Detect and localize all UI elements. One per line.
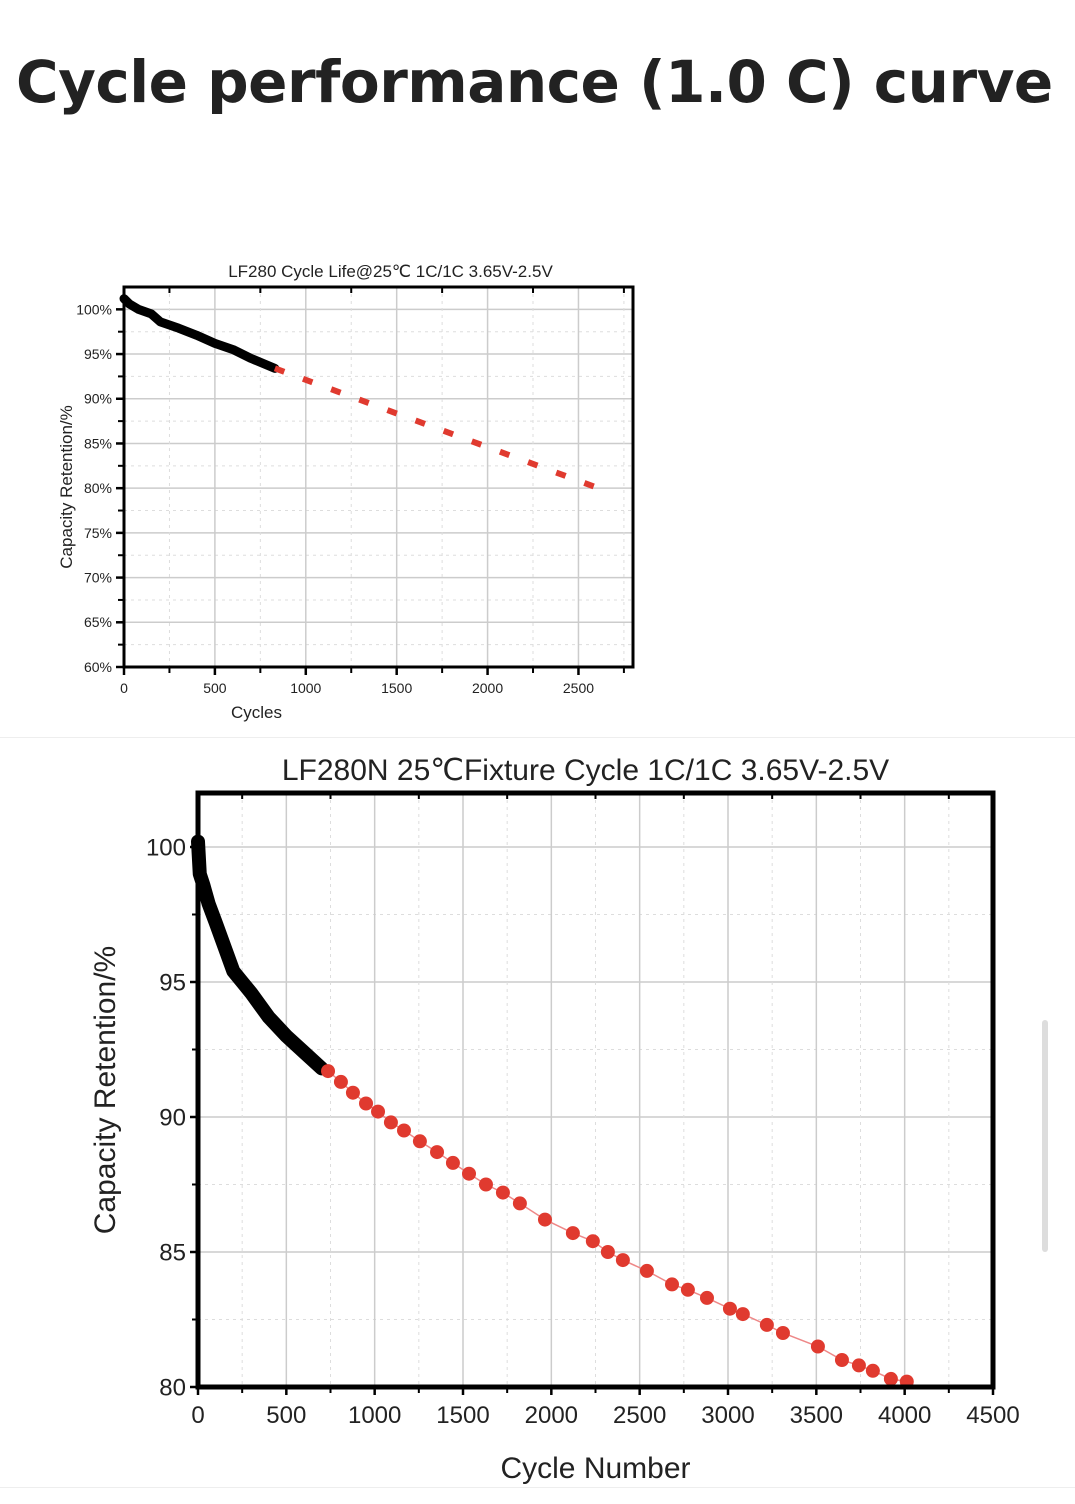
- x-tick-label: 0: [120, 680, 128, 696]
- x-tick-label: 1000: [348, 1402, 401, 1429]
- y-tick-label: 80%: [84, 480, 112, 496]
- y-tick-label: 90%: [84, 391, 112, 407]
- y-tick-label: 60%: [84, 659, 112, 675]
- data-point: [565, 1226, 580, 1241]
- data-point: [333, 1074, 348, 1089]
- data-point: [851, 1358, 866, 1373]
- data-point: [735, 1307, 750, 1322]
- x-tick-label: 2500: [613, 1402, 666, 1429]
- series-projected-line: [273, 365, 607, 494]
- x-tick-label: 4000: [878, 1402, 931, 1429]
- data-point: [430, 1145, 445, 1160]
- x-tick-label: 500: [266, 1402, 306, 1429]
- data-point: [383, 1115, 398, 1130]
- y-tick-label: 65%: [84, 614, 112, 630]
- series-measured-line: [191, 834, 329, 1076]
- data-point: [680, 1282, 695, 1297]
- data-point: [512, 1196, 527, 1211]
- y-tick-label: 100%: [76, 301, 112, 317]
- chart-title: LF280 Cycle Life@25℃ 1C/1C 3.65V-2.5V: [228, 262, 553, 281]
- y-tick-label: 80: [159, 1374, 186, 1401]
- data-point: [396, 1123, 411, 1138]
- y-axis-label: Capacity Retention/%: [89, 946, 122, 1235]
- y-tick-label: 75%: [84, 525, 112, 541]
- divider: [0, 1487, 1075, 1488]
- y-tick-label: 70%: [84, 569, 112, 585]
- data-point: [478, 1177, 493, 1192]
- data-point: [371, 1104, 386, 1119]
- data-point: [722, 1301, 737, 1316]
- x-tick-label: 3500: [790, 1402, 843, 1429]
- data-point: [775, 1326, 790, 1340]
- y-tick-label: 100: [146, 834, 186, 861]
- x-tick-label: 2500: [563, 680, 594, 696]
- data-point: [412, 1134, 427, 1149]
- y-axis-label: Capacity Retention/%: [57, 405, 76, 568]
- y-tick-label: 85: [159, 1239, 186, 1266]
- x-tick-label: 1500: [381, 680, 412, 696]
- data-point: [699, 1290, 714, 1305]
- data-point: [359, 1096, 374, 1111]
- data-point: [664, 1277, 679, 1292]
- y-tick-label: 85%: [84, 435, 112, 451]
- y-tick-label: 95: [159, 969, 186, 996]
- data-point: [495, 1185, 510, 1200]
- x-tick-label: 2000: [525, 1402, 578, 1429]
- data-point: [615, 1253, 630, 1268]
- data-point: [810, 1339, 825, 1354]
- data-point: [321, 1064, 336, 1079]
- x-axis-label: Cycles: [231, 703, 282, 722]
- series-measured-line: [119, 294, 280, 373]
- chart-title: LF280N 25℃Fixture Cycle 1C/1C 3.65V-2.5V: [282, 754, 889, 787]
- data-point: [759, 1317, 774, 1332]
- data-point: [445, 1155, 460, 1170]
- plot-frame: [122, 285, 635, 669]
- x-tick-label: 0: [191, 1402, 204, 1429]
- x-tick-label: 500: [203, 680, 227, 696]
- x-axis-label: Cycle Number: [500, 1452, 690, 1485]
- data-point: [834, 1353, 849, 1367]
- y-tick-label: 95%: [84, 346, 112, 362]
- x-tick-label: 1500: [436, 1402, 489, 1429]
- data-point: [600, 1245, 615, 1259]
- y-tick-label: 90: [159, 1104, 186, 1131]
- data-point: [883, 1371, 898, 1386]
- data-point: [585, 1234, 600, 1249]
- data-point: [537, 1212, 552, 1227]
- divider: [0, 737, 1075, 738]
- data-point: [462, 1166, 477, 1181]
- plot-frame: [195, 790, 996, 1390]
- x-tick-label: 3000: [701, 1402, 754, 1429]
- x-tick-label: 4500: [966, 1402, 1019, 1429]
- x-tick-label: 1000: [290, 680, 321, 696]
- data-point: [345, 1085, 360, 1100]
- data-point: [639, 1263, 654, 1278]
- scrollbar[interactable]: [1042, 1020, 1048, 1252]
- page-title: Cycle performance (1.0 C) curve: [16, 48, 1053, 116]
- x-tick-label: 2000: [472, 680, 503, 696]
- data-point: [865, 1363, 880, 1378]
